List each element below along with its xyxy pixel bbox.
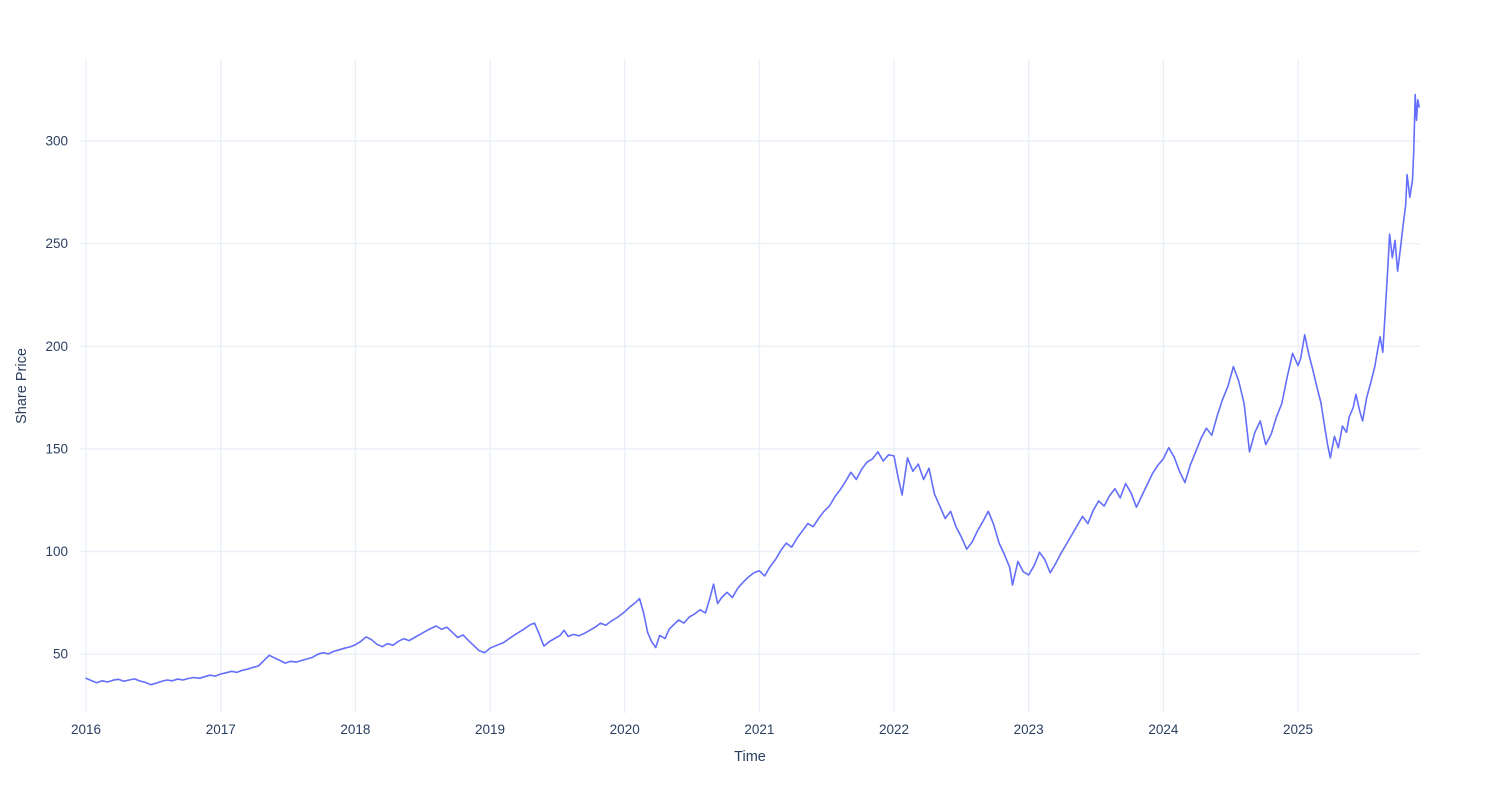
x-tick-label: 2023: [1014, 722, 1044, 737]
y-tick-label: 200: [45, 339, 68, 354]
tick-labels: 2016 2017 2018 2019 2020 2021 2022 2023 2024 2025…: [45, 134, 1313, 737]
y-axis-title: Share Price: [14, 348, 30, 424]
x-tick-label: 2019: [475, 722, 505, 737]
x-tick-label: 2021: [744, 722, 774, 737]
x-tick-label: 2025: [1283, 722, 1313, 737]
y-tick-label: 250: [45, 236, 68, 251]
price-line[interactable]: [85, 93, 1420, 686]
y-tick-label: 100: [45, 544, 68, 559]
x-axis-title: Time: [734, 749, 766, 765]
y-tick-label: 50: [53, 647, 68, 662]
y-tick-label: 150: [45, 441, 68, 456]
x-tick-label: 2020: [610, 722, 640, 737]
series-layer: [85, 93, 1420, 686]
x-tick-label: 2016: [71, 722, 101, 737]
x-tick-label: 2022: [879, 722, 909, 737]
x-tick-label: 2018: [340, 722, 370, 737]
x-tick-label: 2024: [1148, 722, 1179, 737]
gridlines: [80, 60, 1420, 713]
y-tick-label: 300: [45, 134, 68, 149]
x-tick-label: 2017: [206, 722, 236, 737]
